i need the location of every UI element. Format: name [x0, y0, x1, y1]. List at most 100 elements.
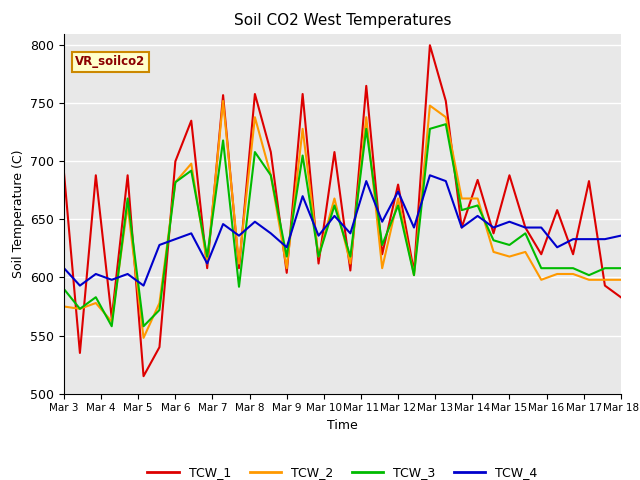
TCW_4 [346, 230, 354, 236]
TCW_2 [522, 249, 529, 255]
TCW_2 [394, 196, 402, 202]
TCW_1 [172, 158, 179, 164]
TCW_3 [92, 294, 100, 300]
TCW_2 [251, 114, 259, 120]
TCW_3 [140, 324, 147, 329]
TCW_1 [188, 118, 195, 123]
TCW_1 [235, 265, 243, 271]
TCW_3 [474, 203, 481, 208]
TCW_3 [220, 138, 227, 144]
TCW_2 [362, 114, 370, 120]
TCW_3 [394, 203, 402, 208]
TCW_4 [92, 271, 100, 277]
TCW_2 [474, 196, 481, 202]
TCW_1 [346, 268, 354, 274]
TCW_1 [204, 265, 211, 271]
TCW_1 [140, 373, 147, 379]
TCW_4 [522, 225, 529, 230]
TCW_3 [235, 284, 243, 289]
TCW_1 [506, 172, 513, 178]
TCW_1 [585, 178, 593, 184]
TCW_2 [108, 319, 116, 324]
TCW_2 [235, 261, 243, 266]
TCW_1 [331, 149, 339, 155]
TCW_4 [458, 225, 465, 230]
TCW_2 [426, 103, 434, 108]
TCW_3 [108, 324, 116, 329]
TCW_3 [569, 265, 577, 271]
TCW_4 [410, 225, 418, 230]
TCW_1 [538, 252, 545, 257]
TCW_2 [204, 261, 211, 266]
TCW_4 [220, 221, 227, 227]
TCW_1 [220, 92, 227, 98]
TCW_4 [426, 172, 434, 178]
TCW_4 [124, 271, 131, 277]
TCW_2 [585, 277, 593, 283]
TCW_2 [346, 261, 354, 266]
TCW_4 [474, 213, 481, 219]
TCW_4 [156, 242, 163, 248]
TCW_3 [267, 172, 275, 178]
TCW_4 [235, 233, 243, 239]
TCW_2 [283, 265, 291, 271]
TCW_3 [124, 196, 131, 202]
TCW_1 [522, 225, 529, 230]
TCW_2 [267, 172, 275, 178]
TCW_1 [299, 91, 307, 97]
TCW_2 [188, 161, 195, 167]
TCW_2 [124, 203, 131, 208]
TCW_3 [251, 149, 259, 155]
TCW_2 [554, 271, 561, 277]
TCW_2 [442, 114, 450, 120]
TCW_2 [60, 304, 68, 310]
TCW_1 [474, 177, 481, 183]
TCW_3 [283, 254, 291, 260]
TCW_3 [426, 126, 434, 132]
TCW_3 [76, 306, 84, 312]
TCW_2 [378, 265, 386, 271]
TCW_4 [251, 219, 259, 225]
TCW_4 [538, 225, 545, 230]
Line: TCW_4: TCW_4 [64, 175, 621, 286]
TCW_4 [315, 233, 323, 239]
TCW_2 [156, 300, 163, 306]
TCW_1 [60, 170, 68, 176]
TCW_1 [378, 252, 386, 257]
TCW_4 [554, 244, 561, 250]
TCW_4 [108, 277, 116, 283]
TCW_2 [410, 272, 418, 278]
TCW_1 [315, 261, 323, 266]
TCW_3 [506, 242, 513, 248]
TCW_4 [506, 219, 513, 225]
TCW_1 [92, 172, 100, 178]
TCW_3 [490, 238, 497, 243]
Y-axis label: Soil Temperature (C): Soil Temperature (C) [12, 149, 25, 278]
TCW_2 [601, 277, 609, 283]
TCW_1 [156, 344, 163, 350]
TCW_4 [283, 244, 291, 250]
TCW_2 [569, 271, 577, 277]
TCW_3 [458, 207, 465, 213]
TCW_3 [538, 265, 545, 271]
TCW_4 [442, 178, 450, 184]
TCW_1 [426, 42, 434, 48]
TCW_3 [156, 307, 163, 313]
TCW_3 [410, 272, 418, 278]
TCW_2 [458, 196, 465, 202]
TCW_3 [60, 286, 68, 292]
TCW_2 [220, 98, 227, 104]
TCW_3 [601, 265, 609, 271]
Line: TCW_3: TCW_3 [64, 124, 621, 326]
TCW_1 [458, 225, 465, 230]
TCW_4 [140, 283, 147, 288]
TCW_4 [490, 225, 497, 230]
TCW_1 [601, 283, 609, 288]
TCW_2 [617, 277, 625, 283]
TCW_4 [585, 236, 593, 242]
TCW_1 [617, 294, 625, 300]
TCW_2 [140, 335, 147, 341]
TCW_3 [442, 121, 450, 127]
TCW_3 [299, 153, 307, 158]
Line: TCW_2: TCW_2 [64, 101, 621, 338]
